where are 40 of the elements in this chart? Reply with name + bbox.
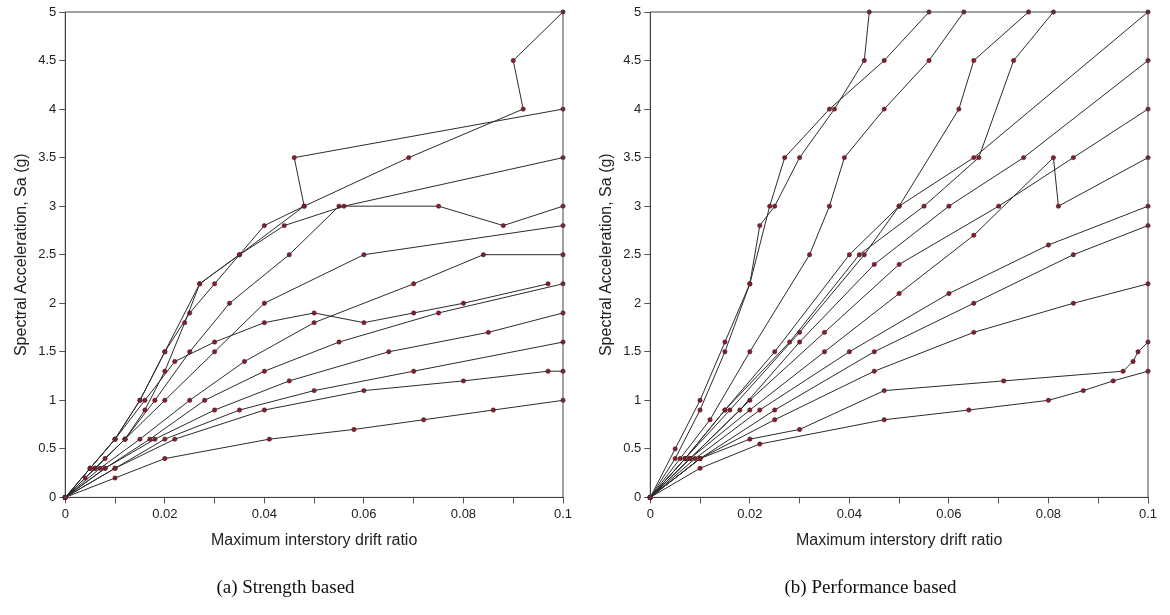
y-tick-label: 2 — [49, 294, 57, 310]
x-tick-label: 0.08 — [450, 505, 477, 521]
y-tick-label: 1.5 — [38, 343, 57, 359]
y-tick-label: 1.5 — [623, 343, 642, 359]
y-tick-label: 1 — [49, 391, 57, 407]
x-tick-label: 0 — [61, 505, 69, 521]
x-axis-title: Maximum interstory drift ratio — [796, 531, 1003, 549]
y-tick-label: 2 — [634, 294, 642, 310]
x-tick-label: 0.1 — [553, 505, 573, 521]
x-tick-label: 0.06 — [351, 505, 377, 521]
y-tick-label: 5 — [49, 3, 57, 19]
x-axis-title: Maximum interstory drift ratio — [211, 531, 418, 549]
x-tick-label: 0.08 — [1035, 505, 1062, 521]
y-tick-label: 0 — [49, 488, 57, 504]
x-tick-label: 0.02 — [152, 505, 178, 521]
y-tick-label: 4 — [49, 100, 57, 116]
y-tick-label: 3.5 — [38, 149, 57, 165]
y-tick-label: 0 — [634, 488, 642, 504]
y-axis-title: Spectral Acceleration, Sa (g) — [12, 153, 30, 357]
y-tick-label: 3 — [634, 197, 642, 213]
y-tick-label: 5 — [634, 3, 642, 19]
x-tick-label: 0.02 — [737, 505, 763, 521]
y-tick-label: 1 — [634, 391, 642, 407]
text: (a) Strength based — [216, 575, 356, 598]
y-tick-label: 4.5 — [623, 52, 642, 68]
y-tick-label: 2.5 — [623, 246, 642, 262]
text: (b) Performance based — [784, 575, 957, 598]
x-tick-label: 0 — [646, 505, 654, 521]
y-tick-label: 0.5 — [38, 440, 57, 456]
y-tick-label: 3 — [49, 197, 57, 213]
x-tick-label: 0.1 — [1138, 505, 1158, 521]
x-tick-label: 0.04 — [251, 505, 278, 521]
y-tick-label: 0.5 — [623, 440, 642, 456]
y-tick-label: 4 — [634, 100, 642, 116]
x-tick-label: 0.06 — [936, 505, 962, 521]
x-tick-label: 0.04 — [836, 505, 863, 521]
y-tick-label: 4.5 — [38, 52, 57, 68]
y-tick-label: 3.5 — [623, 149, 642, 165]
y-tick-label: 2.5 — [38, 246, 57, 262]
y-axis-title: Spectral Acceleration, Sa (g) — [597, 153, 615, 357]
